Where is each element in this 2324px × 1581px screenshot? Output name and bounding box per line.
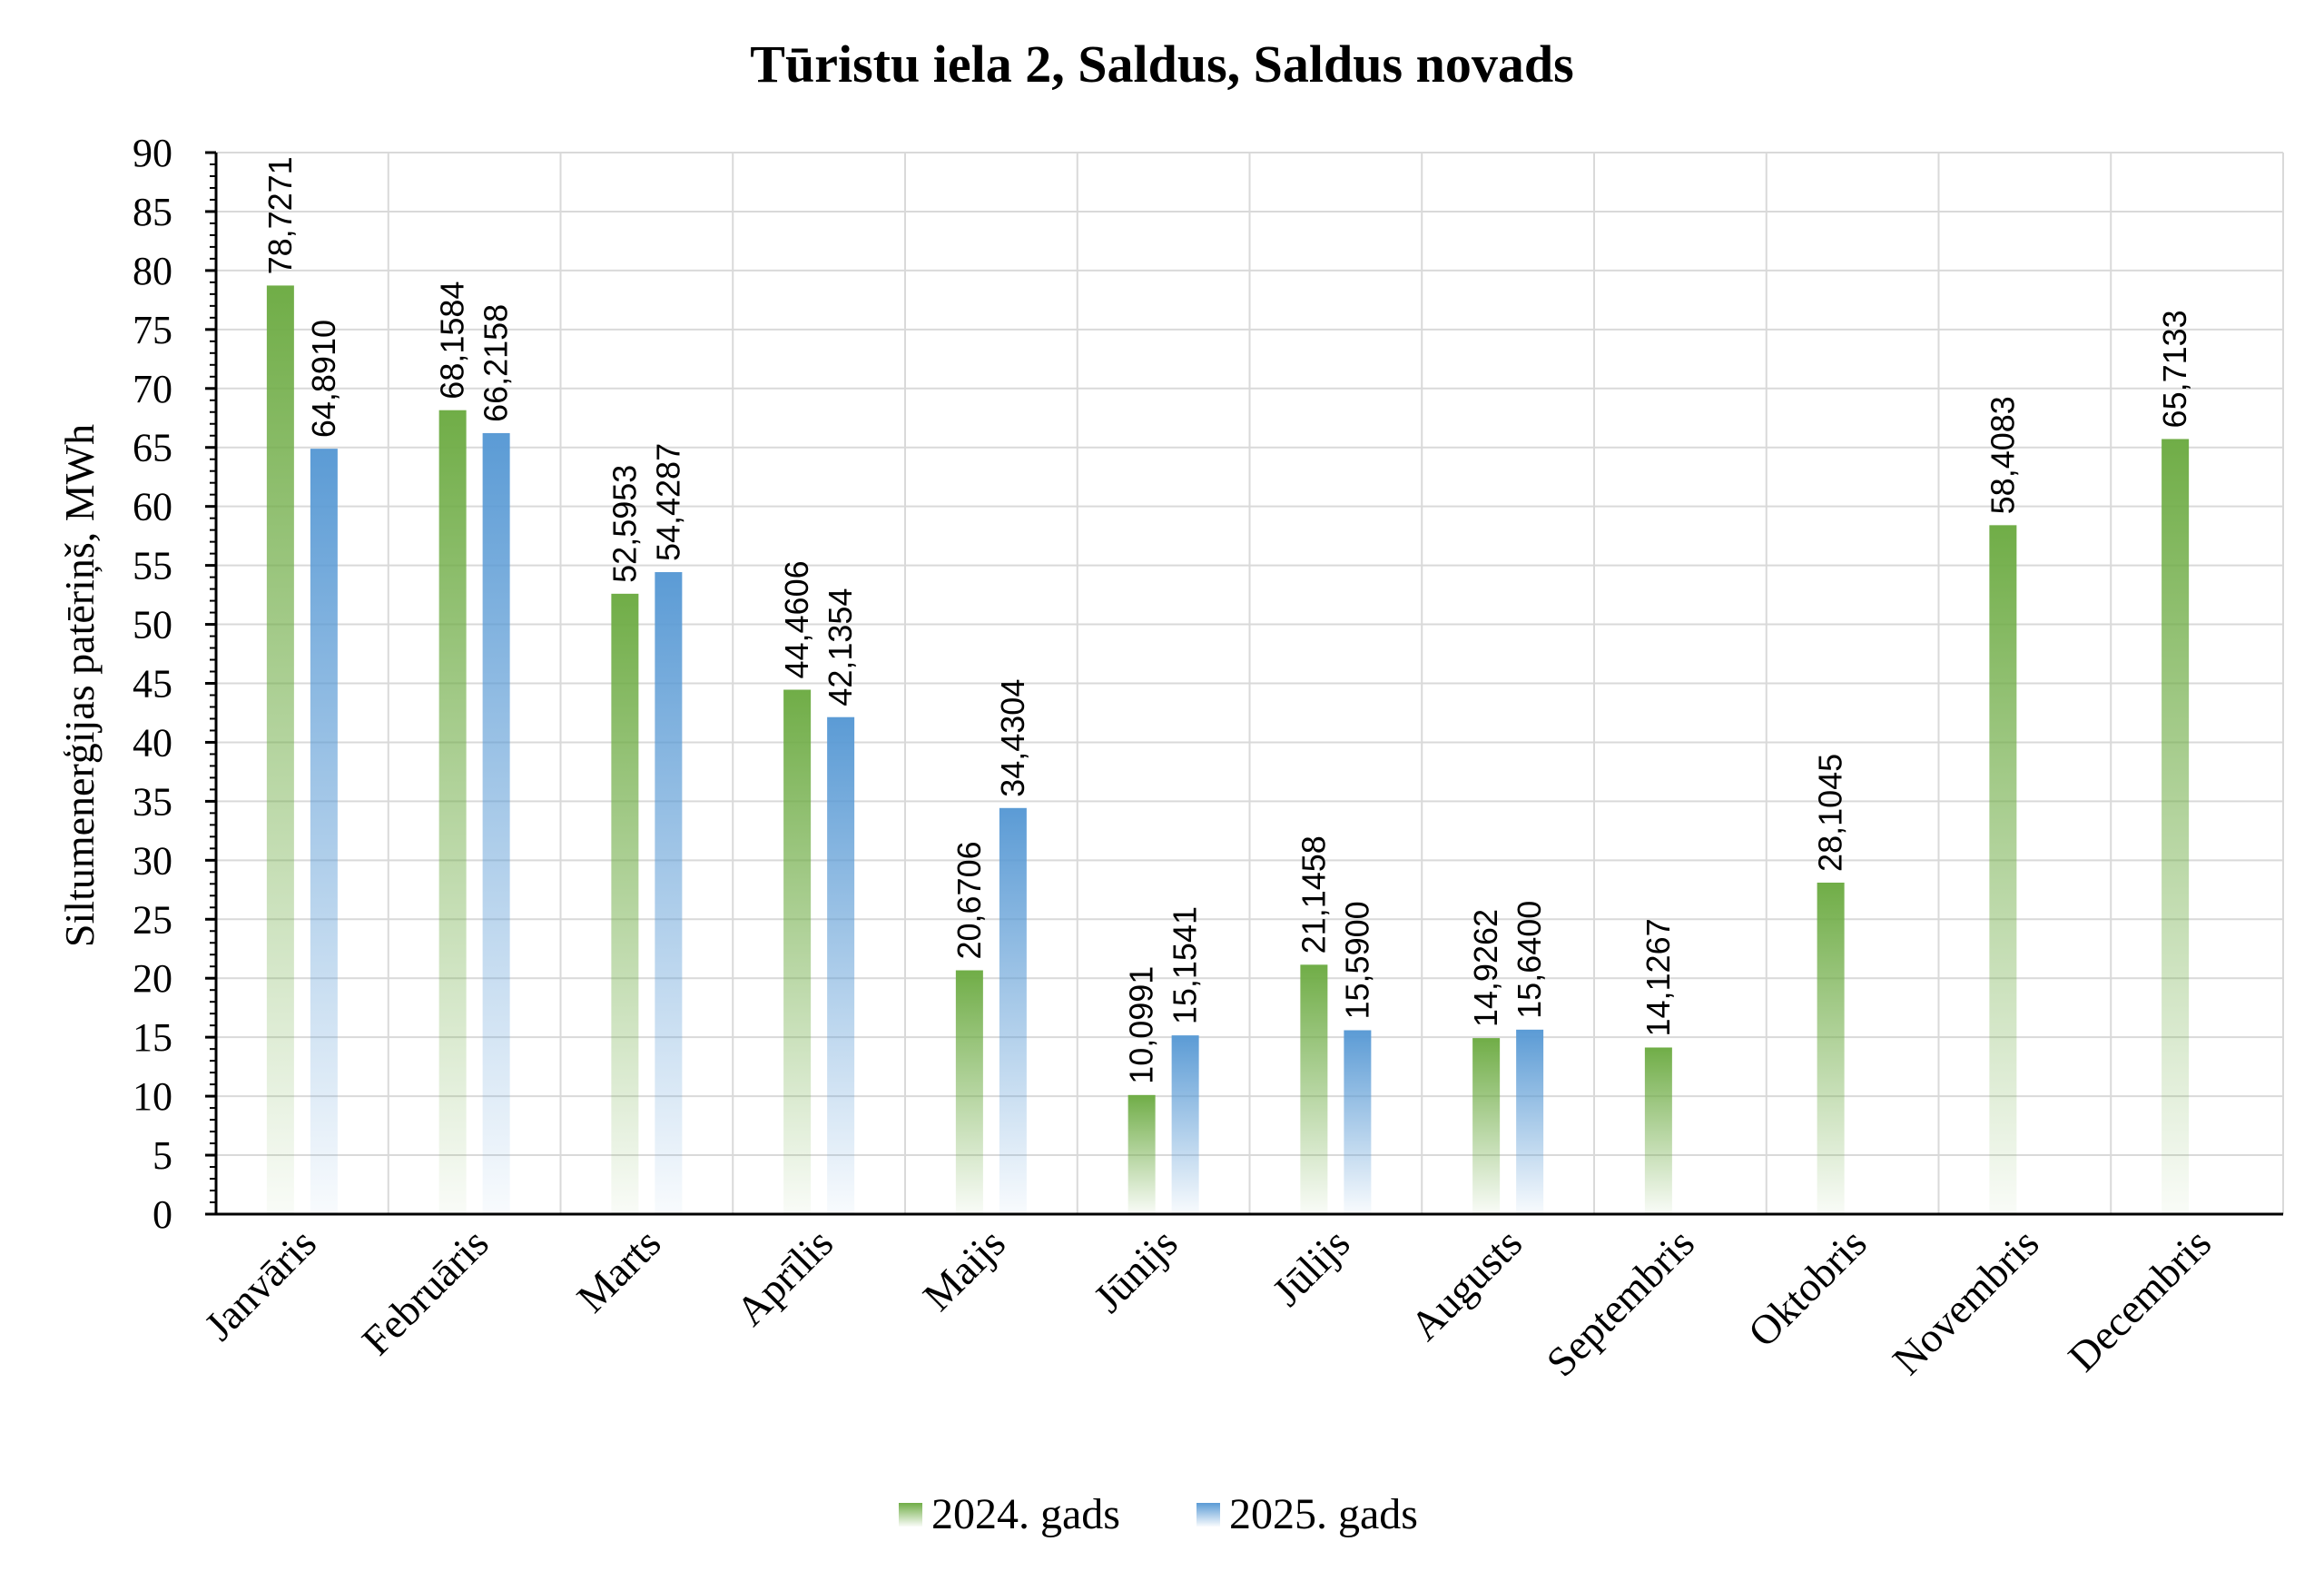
y-tick-label: 85: [133, 190, 172, 234]
bar-series1: [1817, 882, 1845, 1214]
y-tick-label: 50: [133, 603, 172, 647]
data-label: 14,9262: [1467, 909, 1504, 1027]
data-label: 21,1458: [1295, 835, 1332, 954]
legend-swatch: [1196, 1503, 1220, 1527]
y-tick-label: 15: [133, 1015, 172, 1060]
x-tick-label: Janvāris: [195, 1220, 325, 1349]
bar-series1: [783, 689, 812, 1214]
x-tick-label: Augusts: [1401, 1220, 1531, 1349]
y-tick-label: 45: [133, 662, 172, 707]
data-label: 20,6706: [950, 841, 988, 959]
y-tick-label: 35: [133, 779, 172, 824]
bar-series2: [827, 716, 855, 1214]
bar-series1: [266, 285, 294, 1214]
bar-series2: [310, 449, 338, 1214]
data-label: 58,4083: [1984, 396, 2021, 514]
y-tick-label: 40: [133, 720, 172, 765]
y-tick-label: 30: [133, 838, 172, 883]
x-tick-label: Jūlijs: [1264, 1220, 1359, 1315]
x-tick-label: Jūnijs: [1085, 1220, 1187, 1321]
legend-label: 2024. gads: [931, 1490, 1120, 1538]
bar-series1: [2162, 439, 2190, 1214]
bar-series1: [1300, 964, 1328, 1214]
data-label: 14,1267: [1640, 918, 1677, 1036]
axes: [205, 151, 2283, 1216]
data-label: 78,7271: [261, 156, 299, 274]
x-tick-label: Decembris: [2059, 1220, 2220, 1380]
data-labels: 78,7271 64,8910 68,1584 66,2158 52,5953 54,42…: [261, 156, 2193, 1084]
y-tick-label: 70: [133, 367, 172, 411]
x-tick-label: Oktobris: [1739, 1220, 1876, 1356]
x-tick-label: Septembris: [1538, 1220, 1703, 1385]
x-tick-labels: Janvāris Februāris Marts Aprīlis Maijs Jūnijs…: [195, 1220, 2220, 1385]
data-label: 42,1354: [822, 588, 859, 707]
bar-series1: [1472, 1038, 1501, 1214]
bar-series2: [655, 572, 683, 1214]
y-tick-labels: 0 5 10 15 20 25 30 35 40 45 50 55 60 65 70 75 80 85 90: [133, 131, 172, 1237]
y-axis-label: Siltumenerģijas patēriņš, MWh: [56, 424, 103, 947]
grid: [216, 152, 2284, 1214]
legend-label: 2025. gads: [1229, 1490, 1418, 1538]
data-label: 44,4606: [778, 560, 815, 678]
data-label: 65,7133: [2156, 310, 2193, 428]
y-tick-label: 65: [133, 426, 172, 470]
data-label: 15,1541: [1167, 906, 1204, 1024]
data-label: 64,8910: [305, 320, 342, 438]
y-tick-label: 90: [133, 131, 172, 175]
bar-series2: [482, 432, 510, 1215]
bar-series1: [1128, 1094, 1156, 1214]
x-tick-label: Novembris: [1884, 1220, 2048, 1384]
data-label: 15,6400: [1511, 901, 1548, 1019]
x-tick-label: Aprīlis: [727, 1220, 842, 1334]
data-label: 52,5953: [606, 465, 643, 583]
x-tick-label: Marts: [567, 1220, 669, 1321]
data-label: 34,4304: [994, 679, 1031, 797]
bar-series1: [1644, 1047, 1672, 1214]
data-label: 66,2158: [478, 304, 515, 422]
y-tick-label: 10: [133, 1074, 172, 1119]
x-tick-label: Februāris: [353, 1220, 497, 1364]
bar-series1: [438, 410, 467, 1214]
data-label: 68,1584: [434, 282, 471, 400]
legend: 2024. gads 2025. gads: [899, 1490, 1418, 1538]
y-tick-label: 25: [133, 897, 172, 942]
bar-series2: [999, 807, 1027, 1214]
data-label: 10,0991: [1123, 966, 1160, 1084]
bar-series2: [1344, 1030, 1372, 1214]
chart-title: Tūristu iela 2, Saldus, Saldus novads: [750, 35, 1573, 94]
bar-series1: [955, 970, 983, 1214]
y-tick-label: 5: [153, 1133, 172, 1178]
bar-series1: [1989, 525, 2017, 1214]
bar-series2: [1171, 1035, 1199, 1214]
bars: [266, 285, 2190, 1215]
x-tick-label: Maijs: [914, 1220, 1014, 1319]
data-label: 28,1045: [1812, 754, 1849, 872]
y-tick-label: 80: [133, 249, 172, 293]
y-tick-label: 55: [133, 544, 172, 588]
y-tick-label: 60: [133, 485, 172, 529]
data-label: 15,5900: [1338, 901, 1375, 1019]
y-tick-label: 0: [153, 1192, 172, 1237]
bar-series2: [1516, 1029, 1544, 1214]
y-tick-label: 75: [133, 308, 172, 352]
bar-series1: [611, 593, 639, 1214]
legend-swatch: [899, 1503, 922, 1527]
data-label: 54,4287: [649, 443, 686, 561]
y-tick-label: 20: [133, 956, 172, 1001]
